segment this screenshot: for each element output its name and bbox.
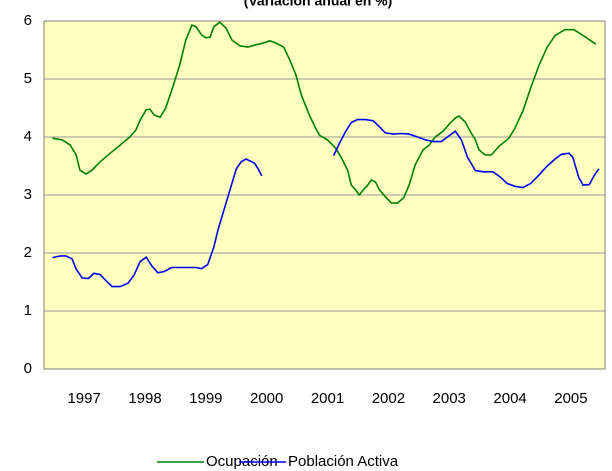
chart-title: (Variación anual en %)	[244, 0, 393, 9]
x-tick-label: 2002	[372, 390, 405, 407]
x-tick-label: 2003	[433, 390, 466, 407]
series-line	[52, 118, 600, 288]
x-tick-label: 1997	[67, 390, 100, 407]
x-tick-label: 2004	[493, 390, 526, 407]
plot-border	[43, 20, 606, 370]
x-tick-label: 2005	[554, 390, 587, 407]
y-tick-label: 2	[24, 244, 32, 261]
y-tick-label: 1	[24, 302, 32, 319]
y-tick-label: 5	[24, 70, 32, 87]
legend-label: Población Activa	[288, 453, 399, 470]
series-line	[52, 21, 597, 204]
x-tick-label: 2000	[250, 390, 283, 407]
x-tick-label: 1999	[189, 390, 222, 407]
y-tick-label: 0	[24, 360, 32, 377]
y-tick-label: 6	[24, 12, 32, 29]
y-tick-label: 3	[24, 186, 32, 203]
x-tick-label: 2001	[311, 390, 344, 407]
x-tick-label: 1998	[128, 390, 161, 407]
y-tick-label: 4	[24, 128, 32, 145]
